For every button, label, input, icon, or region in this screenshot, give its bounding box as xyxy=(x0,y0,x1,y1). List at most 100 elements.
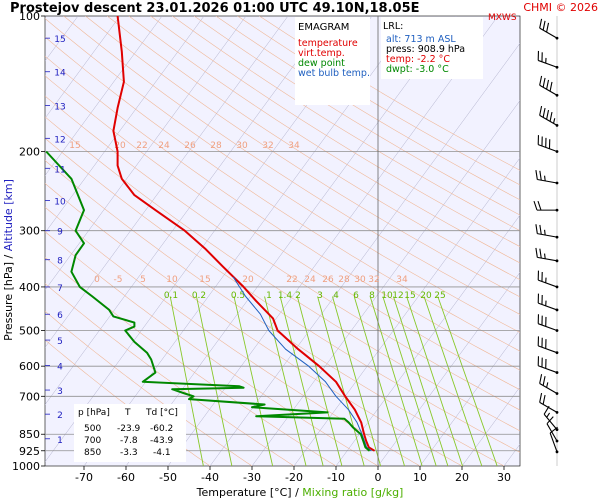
wind-barb xyxy=(539,105,559,127)
mixing-ratio-label: 15 xyxy=(404,291,415,301)
theta-label-mid: 15 xyxy=(199,275,210,285)
wind-barb xyxy=(546,416,559,443)
theta-label-mid: 0 xyxy=(94,275,100,285)
lrl-title: LRL: xyxy=(383,21,403,32)
x-tick-label: -70 xyxy=(75,471,93,484)
isobars xyxy=(45,151,520,452)
pressure-tick-label: 500 xyxy=(19,325,40,338)
wind-barb xyxy=(533,200,559,212)
theta-label-top: 30 xyxy=(236,141,248,151)
pressure-axis-ticks: 100 200 300 400 500 600 700 850 925 1000 xyxy=(12,10,45,473)
mixing-ratio-label: 0.5 xyxy=(231,291,245,301)
theta-label-mid: 26 xyxy=(322,275,334,285)
x-tick-label: -60 xyxy=(117,471,135,484)
mixing-ratio-label: 20 xyxy=(420,291,432,301)
dry-adiabat xyxy=(45,55,520,371)
legend-title: EMAGRAM xyxy=(298,22,349,33)
dry-adiabat xyxy=(63,16,520,315)
dry-adiabat xyxy=(85,16,520,298)
isotherm-line xyxy=(167,16,499,466)
series-wet-bulb-temp xyxy=(232,276,372,452)
mixing-ratio-line xyxy=(382,296,437,466)
mixing-ratio-line xyxy=(279,296,324,466)
isotherm-line xyxy=(377,271,520,466)
x-tick-label: 30 xyxy=(497,471,511,484)
altitude-tick-label: 3 xyxy=(57,387,63,397)
mixing-ratio-label: 10 xyxy=(381,291,393,301)
chart-title: Prostejov descent 23.01.2026 01:00 UTC 4… xyxy=(10,1,420,16)
mixing-ratio-label: 1.4 xyxy=(278,291,293,301)
theta-label-mid: 5 xyxy=(140,275,146,285)
theta-label-top: 28 xyxy=(210,141,222,151)
mixing-ratio-line xyxy=(423,296,483,466)
wind-barb xyxy=(549,426,559,454)
x-tick-label: -30 xyxy=(243,471,261,484)
theta-label-top: 32 xyxy=(262,141,273,151)
wind-barbs xyxy=(533,18,559,454)
isotherm-line xyxy=(419,329,520,466)
mixing-ratio-label: 8 xyxy=(369,291,375,301)
altitude-axis-ticks: 15 14 13 12 11 10 9 8 7 6 5 4 3 2 1 xyxy=(45,35,66,446)
isotherm-line xyxy=(335,214,520,466)
theta-label-mid: 34 xyxy=(396,275,408,285)
theta-label-mid: 20 xyxy=(242,275,254,285)
series-temperature xyxy=(112,16,376,452)
theta-label-top: 34 xyxy=(288,141,300,151)
mixing-ratio-line xyxy=(296,296,343,466)
theta-label-mid: 10 xyxy=(166,275,178,285)
pressure-tick-label: 1000 xyxy=(12,460,40,473)
table-background xyxy=(74,404,186,462)
wind-barb xyxy=(537,135,559,153)
pressure-tick-label: 700 xyxy=(19,390,40,403)
isotherm-line xyxy=(45,16,331,406)
mixing-ratio-line xyxy=(353,296,405,466)
altitude-tick-label: 2 xyxy=(57,411,63,421)
table-row-1-td: -43.9 xyxy=(150,436,174,446)
isotherm-line xyxy=(293,157,520,466)
isotherm-line xyxy=(45,16,247,291)
isotherm-line xyxy=(209,42,520,466)
mixing-ratio-line xyxy=(196,296,233,466)
sounding-series xyxy=(45,16,376,452)
altitude-tick-label: 10 xyxy=(54,197,66,207)
data-table: p [hPa] T Td [°C] 500 -23.9 -60.2 700 -7… xyxy=(74,404,186,462)
pressure-tick-label: 200 xyxy=(19,145,40,158)
wind-barb xyxy=(537,356,559,374)
x-tick-label: -10 xyxy=(327,471,345,484)
wind-barb xyxy=(535,224,559,239)
lrl-press: press: 908.9 hPa xyxy=(386,44,465,55)
legend-virt-temp: virt.temp. xyxy=(298,48,345,59)
x-axis-label: Temperature [°C] / Mixing ratio [g/kg] xyxy=(196,486,404,499)
altitude-tick-label: 7 xyxy=(57,284,63,294)
mixing-ratio-line xyxy=(369,296,423,466)
altitude-tick-label: 4 xyxy=(57,363,63,373)
x-tick-label: -50 xyxy=(159,471,177,484)
isotherm-line xyxy=(45,16,121,119)
altitude-tick-label: 1 xyxy=(57,436,63,446)
pressure-tick-label: 600 xyxy=(19,360,40,373)
dry-adiabat xyxy=(150,16,520,247)
isotherm-line xyxy=(45,16,205,234)
pressure-tick-label: 300 xyxy=(19,225,40,238)
altitude-tick-label: 15 xyxy=(54,35,65,45)
dry-adiabat xyxy=(45,36,520,352)
series-dew-point xyxy=(45,150,371,452)
dry-adiabat xyxy=(194,16,520,216)
x-tick-label: 20 xyxy=(455,471,469,484)
lrl-box: LRL: alt: 713 m ASL press: 908.9 hPa tem… xyxy=(381,17,483,79)
dry-adiabat xyxy=(45,75,520,391)
altitude-tick-label: 8 xyxy=(57,257,63,267)
altitude-tick-label: 13 xyxy=(54,102,65,112)
altitude-tick-label: 14 xyxy=(54,69,66,79)
theta-label-mid: 28 xyxy=(338,275,350,285)
table-header-td: Td [°C] xyxy=(145,408,178,418)
y-axis-label: Pressure [hPa] / Altitude [km] xyxy=(2,179,15,341)
table-row-1-t: -7.8 xyxy=(120,436,138,446)
x-tick-label: 10 xyxy=(413,471,427,484)
mixing-ratio-label: 25 xyxy=(434,291,445,301)
table-row-0-p: 500 xyxy=(84,424,101,434)
wind-barb xyxy=(537,336,559,355)
theta-label-top: 15 xyxy=(69,141,80,151)
theta-label-mid: 30 xyxy=(354,275,366,285)
theta-labels: 15 20 22 24 26 28 30 32 340 -5 5 10 15 20 22 24 26 28 30 32… xyxy=(69,141,408,285)
